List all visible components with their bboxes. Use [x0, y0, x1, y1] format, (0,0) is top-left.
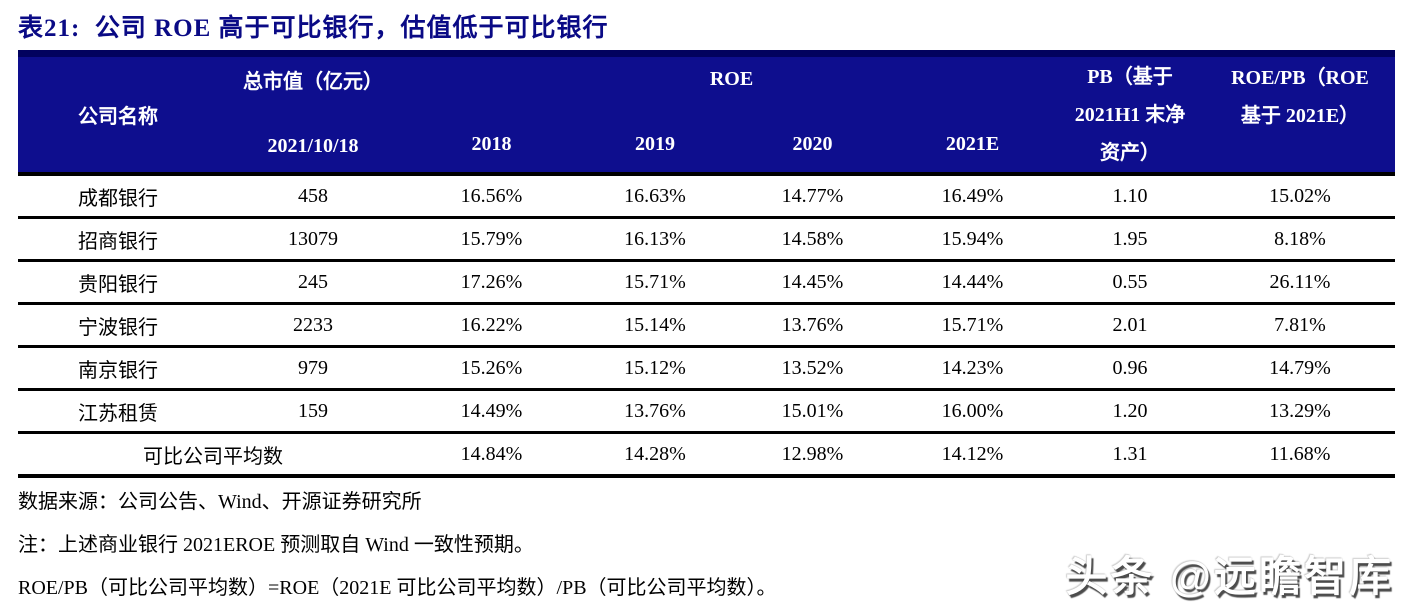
market-cap-header-line1: 总市值（亿元） — [243, 71, 383, 93]
col-header-market-cap: 总市值（亿元） 2021/10/18 — [218, 57, 408, 172]
cell-roe-2021e: 14.12% — [941, 442, 1004, 465]
cell-market-cap: 458 — [298, 184, 328, 207]
cell-company: 南京银行 — [78, 359, 158, 382]
roe-pb-header-line1: ROE/PB（ROE — [1231, 67, 1369, 89]
table-row: 招商银行 13079 15.79% 16.13% 14.58% 15.94% 1… — [18, 219, 1395, 262]
cell-pb: 0.55 — [1112, 270, 1148, 293]
cell-roe-pb: 7.81% — [1274, 313, 1326, 336]
cell-roe-2020: 13.52% — [781, 356, 844, 379]
roe-group-label: ROE — [709, 68, 754, 90]
cell-roe-2021e: 14.23% — [941, 356, 1004, 379]
formula-note: ROE/PB（可比公司平均数）=ROE（2021E 可比公司平均数）/PB（可比… — [18, 577, 777, 599]
col-header-2018: 2018 — [471, 133, 512, 155]
cell-roe-2018: 16.56% — [460, 184, 523, 207]
table-body: 成都银行 458 16.56% 16.63% 14.77% 16.49% 1.1… — [18, 176, 1395, 478]
col-header-2019: 2019 — [635, 133, 675, 155]
cell-roe-2020: 14.58% — [781, 227, 844, 250]
col-header-2021e: 2021E — [945, 133, 1000, 155]
cell-company: 成都银行 — [78, 187, 158, 210]
average-row-label: 可比公司平均数 — [143, 445, 283, 468]
cell-roe-2018: 15.79% — [460, 227, 523, 250]
cell-company: 招商银行 — [78, 230, 158, 253]
cell-roe-2019: 15.12% — [624, 356, 686, 379]
table-row: 成都银行 458 16.56% 16.63% 14.77% 16.49% 1.1… — [18, 176, 1395, 219]
cell-roe-2020: 13.76% — [781, 313, 844, 336]
cell-roe-pb: 15.02% — [1269, 184, 1331, 207]
col-header-company: 公司名称 — [78, 106, 158, 128]
cell-market-cap: 245 — [298, 270, 328, 293]
cell-roe-2018: 14.84% — [460, 442, 523, 465]
cell-pb: 0.96 — [1112, 356, 1148, 379]
cell-roe-2020: 14.77% — [781, 184, 844, 207]
cell-market-cap: 13079 — [288, 227, 338, 250]
cell-roe-pb: 8.18% — [1274, 227, 1326, 250]
cell-roe-2018: 17.26% — [460, 270, 523, 293]
cell-roe-2019: 13.76% — [624, 399, 686, 422]
roe-year-headers: 2018 2019 2020 2021E — [408, 130, 1055, 158]
caption-rule — [18, 50, 1395, 57]
cell-roe-pb: 26.11% — [1269, 270, 1331, 293]
col-header-2020: 2020 — [792, 133, 833, 155]
cell-roe-2018: 15.26% — [460, 356, 523, 379]
cell-market-cap: 979 — [298, 356, 328, 379]
footnotes: 数据来源：公司公告、Wind、开源证券研究所 注：上述商业银行 2021EROE… — [18, 488, 777, 602]
average-row: 可比公司平均数 14.84% 14.28% 12.98% 14.12% 1.31… — [18, 434, 1395, 478]
table-row: 贵阳银行 245 17.26% 15.71% 14.45% 14.44% 0.5… — [18, 262, 1395, 305]
cell-roe-2018: 16.22% — [460, 313, 523, 336]
cell-roe-2021e: 16.49% — [941, 184, 1004, 207]
cell-roe-2021e: 14.44% — [941, 270, 1004, 293]
pb-header-line3: 资产） — [1100, 141, 1160, 164]
cell-roe-pb: 11.68% — [1269, 442, 1331, 465]
market-cap-header-line2: 2021/10/18 — [267, 135, 359, 157]
table-row: 宁波银行 2233 16.22% 15.14% 13.76% 15.71% 2.… — [18, 305, 1395, 348]
cell-roe-2019: 16.63% — [624, 184, 686, 207]
cell-roe-2018: 14.49% — [460, 399, 523, 422]
pb-header-line1: PB（基于 — [1087, 65, 1173, 88]
col-header-roe-pb: ROE/PB（ROE 基于 2021E） — [1205, 57, 1395, 172]
table-row: 江苏租赁 159 14.49% 13.76% 15.01% 16.00% 1.2… — [18, 391, 1395, 434]
cell-company: 宁波银行 — [78, 316, 158, 339]
cell-roe-pb: 14.79% — [1269, 356, 1331, 379]
cell-roe-2019: 15.14% — [624, 313, 686, 336]
cell-company: 贵阳银行 — [78, 273, 158, 296]
cell-company: 江苏租赁 — [78, 402, 158, 425]
cell-pb: 1.20 — [1112, 399, 1148, 422]
cell-pb: 1.95 — [1112, 227, 1148, 250]
cell-pb: 1.10 — [1112, 184, 1148, 207]
cell-roe-2021e: 15.71% — [941, 313, 1004, 336]
cell-roe-2020: 15.01% — [781, 399, 844, 422]
cell-market-cap: 2233 — [293, 313, 333, 336]
cell-roe-2020: 14.45% — [781, 270, 844, 293]
table-caption: 表21: 公司 ROE 高于可比银行，估值低于可比银行 — [18, 15, 609, 42]
roe-pb-header-line2: 基于 2021E） — [1240, 105, 1360, 127]
pb-header-line2: 2021H1 末净 — [1074, 103, 1186, 126]
cell-roe-pb: 13.29% — [1269, 399, 1331, 422]
cell-pb: 1.31 — [1112, 442, 1148, 465]
cell-roe-2021e: 15.94% — [941, 227, 1004, 250]
col-header-pb: PB（基于 2021H1 末净 资产） — [1055, 57, 1205, 172]
cell-roe-2019: 15.71% — [624, 270, 686, 293]
col-header-roe-group: ROE 2018 2019 2020 2021E — [408, 57, 1055, 172]
cell-roe-2020: 12.98% — [781, 442, 844, 465]
table-header: 公司名称 总市值（亿元） 2021/10/18 ROE 2018 2019 20… — [18, 57, 1395, 176]
cell-market-cap: 159 — [298, 399, 328, 422]
cell-roe-2019: 14.28% — [624, 442, 686, 465]
cell-roe-2019: 16.13% — [624, 227, 686, 250]
cell-pb: 2.01 — [1112, 313, 1148, 336]
source-note: 数据来源：公司公告、Wind、开源证券研究所 — [18, 491, 422, 513]
forecast-note: 注：上述商业银行 2021EROE 预测取自 Wind 一致性预期。 — [18, 534, 534, 556]
cell-roe-2021e: 16.00% — [941, 399, 1004, 422]
roe-comparison-table: 公司名称 总市值（亿元） 2021/10/18 ROE 2018 2019 20… — [18, 57, 1395, 478]
watermark-toutiao-yuanzhan: 头条 @远瞻智库 — [1065, 553, 1394, 600]
table-row: 南京银行 979 15.26% 15.12% 13.52% 14.23% 0.9… — [18, 348, 1395, 391]
